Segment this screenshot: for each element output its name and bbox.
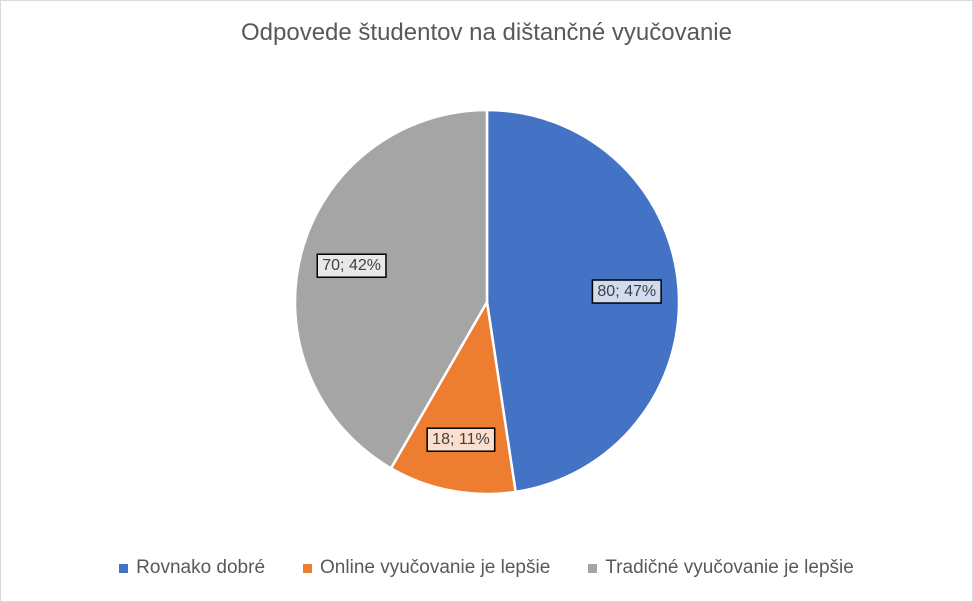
data-label-box-1 [591, 279, 662, 304]
legend-item-2: Online vyučovanie je lepšie [303, 557, 550, 579]
chart-title: Odpovede študentov na dištančné vyučovan… [240, 19, 732, 46]
data-label-box-2 [426, 427, 496, 452]
data-label-2: 18; 11% [426, 427, 496, 452]
chart-legend: Rovnako dobré Online vyučovanie je lepšie… [1, 557, 972, 579]
legend-label-3: Tradičné vyučovanie je lepšie [605, 557, 854, 578]
data-label-text-2: 18; 11% [432, 431, 490, 448]
data-label-3: 70; 42% [316, 253, 387, 278]
data-label-box-3 [316, 253, 387, 278]
data-label-text-3: 70; 42% [322, 257, 381, 274]
data-label-text-1: 80; 47% [597, 283, 656, 300]
legend-label-1: Rovnako dobré [136, 557, 266, 578]
data-label-1: 80; 47% [591, 279, 662, 304]
legend-swatch-2 [303, 563, 313, 573]
legend-label-2: Online vyučovanie je lepšie [320, 557, 551, 578]
pie-slice-1 [485, 108, 681, 494]
legend-swatch-3 [588, 563, 598, 573]
legend-item-1: Rovnako dobré [119, 557, 265, 579]
pie-slice-3 [293, 108, 489, 470]
legend-swatch-1 [119, 563, 129, 573]
legend-item-3: Tradičné vyučovanie je lepšie [588, 557, 854, 579]
